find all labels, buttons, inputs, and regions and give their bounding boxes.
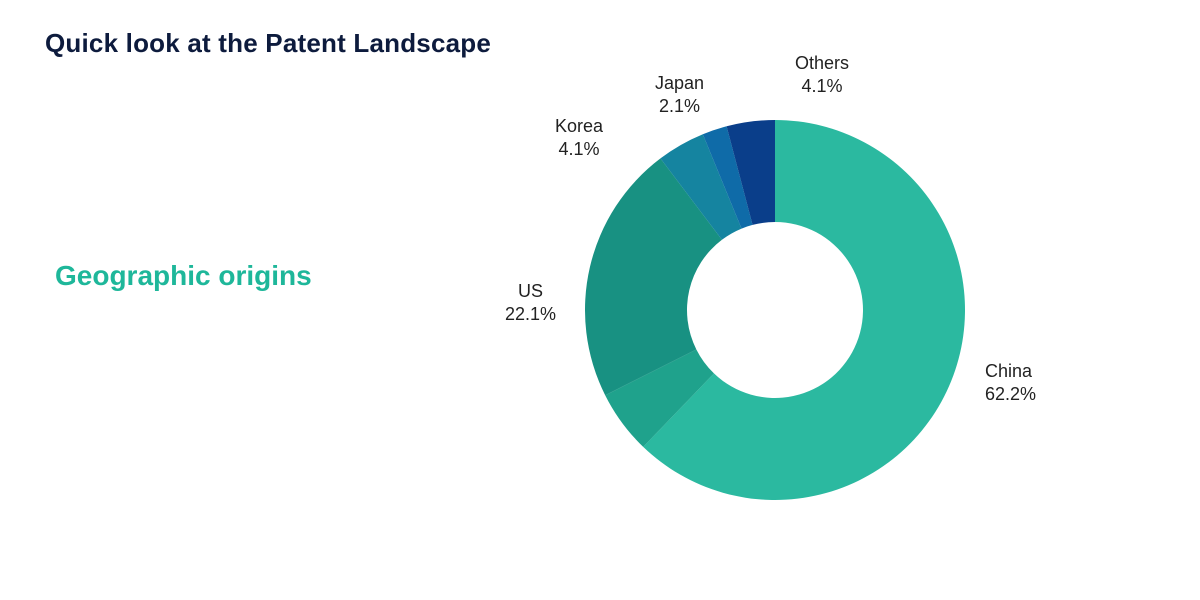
slice-label-pct: 22.1%: [505, 303, 556, 326]
slice-label-china: China62.2%: [985, 360, 1036, 405]
slice-label-name: China: [985, 360, 1036, 383]
page-title: Quick look at the Patent Landscape: [45, 28, 491, 59]
slice-label-pct: 4.1%: [795, 75, 849, 98]
slice-label-pct: 2.1%: [655, 95, 704, 118]
slice-label-pct: 62.2%: [985, 383, 1036, 406]
slice-label-japan: Japan2.1%: [655, 72, 704, 117]
slice-label-korea: Korea4.1%: [555, 115, 603, 160]
slice-label-us: US22.1%: [505, 280, 556, 325]
slice-label-name: Korea: [555, 115, 603, 138]
slice-label-name: US: [505, 280, 556, 303]
slice-label-pct: 4.1%: [555, 138, 603, 161]
donut-chart: [585, 120, 965, 500]
slice-label-name: Japan: [655, 72, 704, 95]
slice-label-others: Others4.1%: [795, 52, 849, 97]
chart-subtitle: Geographic origins: [55, 260, 312, 292]
slice-label-name: Others: [795, 52, 849, 75]
